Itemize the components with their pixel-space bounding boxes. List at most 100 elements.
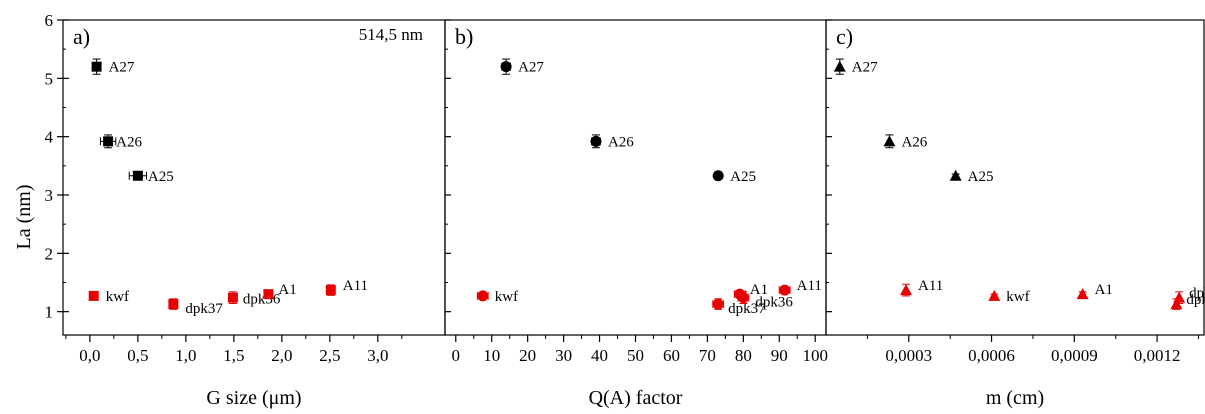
- y-tick-label: 1: [45, 303, 54, 322]
- point-label: A27: [852, 60, 878, 76]
- point-label: A25: [730, 169, 756, 185]
- panel-a: 1 2 3 4 5 6 0,0 0,5 1,0 1,5 2,0 2,5 3,0 G size (μm) a)…: [45, 11, 446, 409]
- point-label: A27: [518, 60, 544, 76]
- panel-letter: a): [73, 24, 90, 49]
- point-label: dpk3: [1186, 292, 1205, 308]
- point-label: A1: [750, 282, 768, 298]
- x-tick-label: 30: [555, 346, 572, 365]
- data-point-A25: A25: [128, 169, 174, 185]
- y-tick-label: 5: [45, 69, 54, 88]
- triangle-marker: [1076, 288, 1089, 300]
- x-tick-label: 0,5: [127, 346, 148, 365]
- y-tick-label: 6: [45, 11, 54, 30]
- square-marker: [227, 292, 238, 303]
- point-label: dpk37: [185, 301, 223, 317]
- circle-marker: [477, 290, 489, 302]
- panel-letter: b): [455, 24, 473, 49]
- x-tick-label: 1,0: [175, 346, 196, 365]
- point-label: A11: [343, 278, 368, 294]
- triangle-marker: [883, 135, 896, 147]
- data-point-dpk37: dpk37: [712, 298, 766, 317]
- triangle-marker: [1170, 298, 1183, 310]
- x-tick-label: 0,0009: [1051, 346, 1098, 365]
- triangle-marker: [949, 169, 962, 181]
- point-label: A25: [968, 169, 994, 185]
- y-tick-label: 2: [45, 244, 54, 263]
- x-tick-label: 10: [483, 346, 500, 365]
- square-marker: [103, 136, 114, 147]
- point-label: dpk36: [243, 292, 281, 308]
- point-label: A25: [148, 169, 174, 185]
- point-label: dpk3: [1189, 286, 1205, 302]
- x-tick-label: 40: [591, 346, 608, 365]
- square-marker: [132, 170, 143, 181]
- triangle-marker: [988, 289, 1001, 301]
- x-tick-label: 90: [771, 346, 788, 365]
- circle-marker: [712, 170, 724, 182]
- x-tick-label: 80: [735, 346, 752, 365]
- point-label: A1: [278, 282, 296, 298]
- panels-layer: 1 2 3 4 5 6 0,0 0,5 1,0 1,5 2,0 2,5 3,0 G size (μm) a)…: [45, 11, 1205, 409]
- circle-marker: [779, 284, 791, 296]
- x-tick-label: 2,5: [319, 346, 340, 365]
- data-point-kwf: kwf: [88, 289, 129, 305]
- square-marker: [88, 290, 99, 301]
- point-label: A27: [109, 60, 135, 76]
- data-point-A26: A26: [99, 134, 142, 150]
- point-label: kwf: [106, 289, 129, 305]
- data-point-kwf: kwf: [988, 289, 1030, 305]
- point-label: A26: [608, 134, 634, 150]
- x-axis-title: Q(A) factor: [589, 387, 683, 409]
- x-tick-label: 100: [802, 346, 828, 365]
- data-point-A11: A11: [900, 278, 943, 297]
- point-label: dpk36: [755, 295, 793, 311]
- square-marker: [263, 289, 274, 300]
- y-tick-label: 4: [45, 128, 54, 147]
- y-axis-title: La (nm): [13, 185, 35, 250]
- data-point-A11: A11: [778, 278, 822, 296]
- point-label: dpk37: [728, 301, 766, 317]
- circle-marker: [500, 61, 512, 73]
- data-point-kwf: kwf: [476, 289, 518, 305]
- x-tick-label: 70: [699, 346, 716, 365]
- wavelength-annotation: 514,5 nm: [359, 25, 423, 44]
- triangle-marker: [833, 60, 846, 72]
- data-point-A25: A25: [712, 169, 756, 185]
- x-axis-title: m (cm): [986, 387, 1044, 409]
- x-axis-title: G size (μm): [206, 387, 301, 409]
- y-tick-label: 3: [45, 186, 54, 205]
- x-tick-label: 2,0: [271, 346, 292, 365]
- x-tick-label: 3,0: [367, 346, 388, 365]
- square-marker: [168, 299, 179, 310]
- data-point-A25: A25: [949, 169, 994, 185]
- data-point-A1: A1: [1076, 282, 1113, 300]
- square-marker: [325, 285, 336, 296]
- data-point-A27: A27: [91, 58, 135, 76]
- x-tick-label: 0: [452, 346, 461, 365]
- x-tick-label: 0,0: [79, 346, 100, 365]
- circle-marker: [712, 298, 724, 310]
- panel-letter: c): [836, 24, 853, 49]
- x-tick-label: 1,5: [223, 346, 244, 365]
- point-label: A11: [918, 278, 943, 294]
- data-point-A26: A26: [883, 134, 928, 150]
- point-label: A26: [901, 134, 927, 150]
- circle-marker: [734, 288, 746, 300]
- data-point-A27: A27: [833, 58, 878, 76]
- data-point-A1: A1: [733, 282, 768, 300]
- data-point-dpk37: dpk37: [168, 298, 223, 317]
- x-tick-label: 20: [519, 346, 536, 365]
- data-point-A27: A27: [500, 58, 544, 76]
- point-label: A26: [116, 134, 142, 150]
- point-label: A1: [1095, 282, 1113, 298]
- x-tick-label: 0,0012: [1134, 346, 1181, 365]
- x-tick-label: 0,0006: [968, 346, 1015, 365]
- data-point-A26: A26: [590, 134, 634, 150]
- point-label: A11: [797, 278, 822, 294]
- data-point-A11: A11: [325, 278, 368, 296]
- square-marker: [91, 61, 102, 72]
- x-tick-label: 50: [627, 346, 644, 365]
- point-label: kwf: [495, 289, 518, 305]
- panel-b: 0 10 20 30 40 50 60 70 80 90 100 Q(A) factor b) A27 A2…: [444, 19, 828, 409]
